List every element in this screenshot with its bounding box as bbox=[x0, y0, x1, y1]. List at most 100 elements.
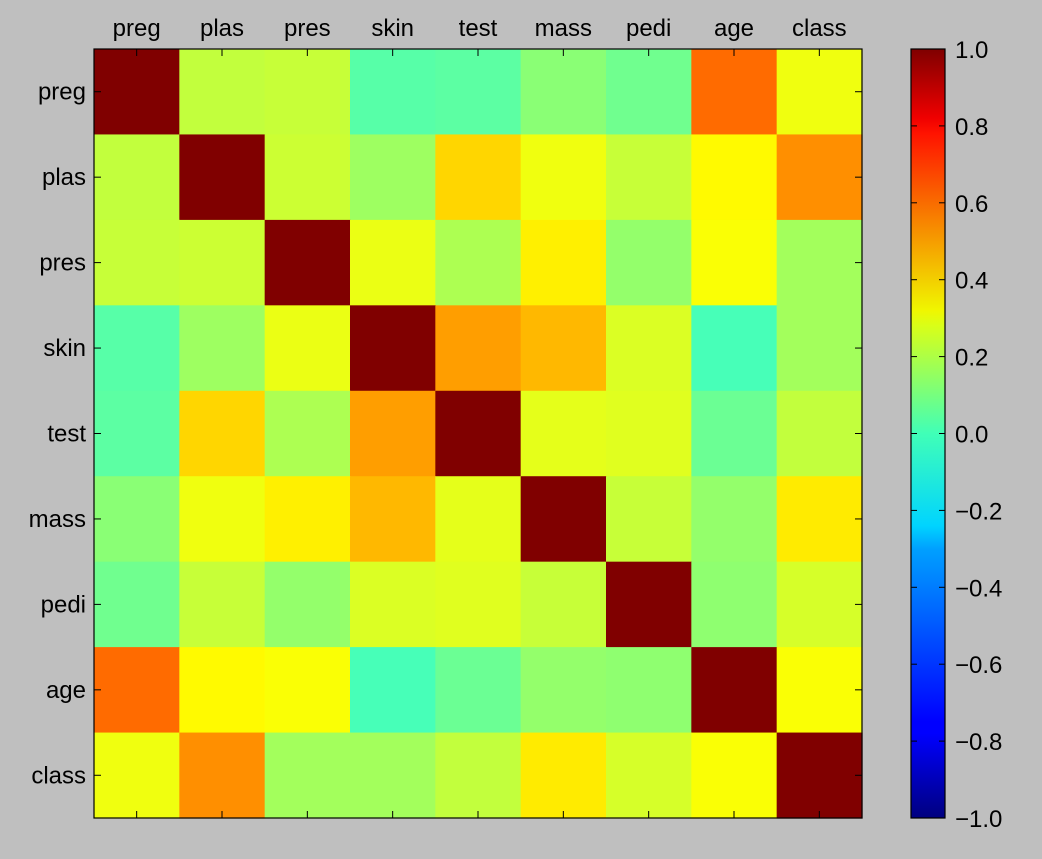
heatmap-cell-plas-skin bbox=[350, 134, 436, 221]
heatmap-cell-class-pres bbox=[264, 732, 351, 819]
colorbar-tick-label: −1.0 bbox=[955, 806, 1002, 833]
y-tick-label: preg bbox=[38, 79, 86, 106]
heatmap-cell-pedi-age bbox=[691, 561, 778, 648]
heatmap-cell-pres-pedi bbox=[606, 219, 692, 306]
heatmap-cell-skin-test bbox=[435, 305, 522, 392]
heatmap-cell-plas-mass bbox=[520, 134, 607, 221]
heatmap-cell-test-class bbox=[776, 390, 863, 477]
heatmap-cell-mass-test bbox=[435, 476, 522, 563]
colorbar-ticks bbox=[911, 48, 945, 819]
heatmap-cell-plas-plas bbox=[179, 134, 266, 221]
heatmap-cell-pedi-class bbox=[776, 561, 863, 648]
heatmap-cell-plas-class bbox=[776, 134, 863, 221]
heatmap-cell-class-plas bbox=[179, 732, 266, 819]
heatmap-cell-plas-test bbox=[435, 134, 522, 221]
heatmap-cell-test-mass bbox=[520, 390, 607, 477]
heatmap-cell-preg-mass bbox=[520, 49, 607, 136]
heatmap-cell-pres-pres bbox=[264, 219, 351, 306]
x-tick-label: preg bbox=[113, 15, 161, 42]
heatmap-cell-pres-preg bbox=[94, 219, 180, 306]
x-tick-label: mass bbox=[535, 15, 592, 42]
heatmap-cell-pedi-test bbox=[435, 561, 522, 648]
heatmap-cell-age-age bbox=[691, 647, 778, 734]
heatmap-cell-preg-pres bbox=[264, 49, 351, 136]
heatmap-cell-mass-pres bbox=[264, 476, 351, 563]
heatmap-cell-plas-age bbox=[691, 134, 778, 221]
y-tick-label: pres bbox=[39, 250, 86, 277]
x-tick-label: pres bbox=[284, 15, 331, 42]
heatmap-cell-preg-test bbox=[435, 49, 522, 136]
y-tick-label: class bbox=[31, 762, 86, 789]
x-tick-label: age bbox=[714, 15, 754, 42]
heatmap-cells bbox=[94, 49, 863, 819]
heatmap-cell-test-test bbox=[435, 390, 522, 477]
heatmap-cell-pres-age bbox=[691, 219, 778, 306]
heatmap-cell-age-pedi bbox=[606, 647, 692, 734]
heatmap-cell-mass-plas bbox=[179, 476, 266, 563]
axis-ticks bbox=[94, 49, 862, 818]
heatmap-cell-preg-pedi bbox=[606, 49, 692, 136]
heatmap-cell-skin-mass bbox=[520, 305, 607, 392]
heatmap-cell-age-preg bbox=[94, 647, 180, 734]
heatmap-cell-skin-age bbox=[691, 305, 778, 392]
heatmap-cell-age-skin bbox=[350, 647, 436, 734]
heatmap-cell-class-skin bbox=[350, 732, 436, 819]
y-axis-labels: preg plas pres skin test mass pedi age class bbox=[29, 79, 87, 790]
heatmap-cell-preg-skin bbox=[350, 49, 436, 136]
x-tick-label: plas bbox=[200, 15, 244, 42]
heatmap-cell-class-test bbox=[435, 732, 522, 819]
heatmap-cell-pres-skin bbox=[350, 219, 436, 306]
heatmap-cell-test-preg bbox=[94, 390, 180, 477]
heatmap-cell-skin-skin bbox=[350, 305, 436, 392]
heatmap-cell-skin-pres bbox=[264, 305, 351, 392]
heatmap-cell-age-test bbox=[435, 647, 522, 734]
heatmap-cell-test-skin bbox=[350, 390, 436, 477]
heatmap-cell-test-pedi bbox=[606, 390, 692, 477]
heatmap-cell-preg-age bbox=[691, 49, 778, 136]
y-tick-label: age bbox=[46, 677, 86, 704]
heatmap-cell-plas-pres bbox=[264, 134, 351, 221]
y-tick-label: skin bbox=[43, 335, 86, 362]
heatmap-cell-plas-preg bbox=[94, 134, 180, 221]
heatmap-cell-mass-age bbox=[691, 476, 778, 563]
heatmap-cell-class-mass bbox=[520, 732, 607, 819]
colorbar-tick-label: 0.4 bbox=[955, 268, 988, 295]
heatmap-cell-test-age bbox=[691, 390, 778, 477]
heatmap-cell-pres-test bbox=[435, 219, 522, 306]
x-tick-label: class bbox=[792, 15, 847, 42]
colorbar-tick-label: 0.0 bbox=[955, 422, 988, 449]
heatmap-cell-age-mass bbox=[520, 647, 607, 734]
y-tick-label: pedi bbox=[41, 591, 86, 618]
colorbar-tick-label: 0.8 bbox=[955, 114, 988, 141]
x-tick-label: test bbox=[459, 15, 498, 42]
heatmap-cell-pedi-mass bbox=[520, 561, 607, 648]
heatmap-cell-age-class bbox=[776, 647, 863, 734]
heatmap-cell-pedi-plas bbox=[179, 561, 266, 648]
heatmap-cell-class-age bbox=[691, 732, 778, 819]
heatmap-cell-skin-class bbox=[776, 305, 863, 392]
heatmap-cell-preg-preg bbox=[94, 49, 180, 136]
heatmap-cell-class-class bbox=[776, 732, 863, 819]
colorbar-tick-label: 1.0 bbox=[955, 37, 988, 64]
heatmap-cell-plas-pedi bbox=[606, 134, 692, 221]
colorbar-tick-label: −0.6 bbox=[955, 652, 1002, 679]
heatmap-cell-pedi-preg bbox=[94, 561, 180, 648]
colorbar-labels: 1.0 0.8 0.6 0.4 0.2 0.0 −0.2 −0.4 −0.6 −0.8 −1.0 bbox=[955, 37, 1002, 833]
y-tick-label: plas bbox=[42, 164, 86, 191]
heatmap-cell-test-plas bbox=[179, 390, 266, 477]
heatmap-cell-skin-plas bbox=[179, 305, 266, 392]
heatmap-cell-mass-class bbox=[776, 476, 863, 563]
heatmap-cell-age-plas bbox=[179, 647, 266, 734]
y-tick-label: mass bbox=[29, 506, 86, 533]
heatmap-cell-preg-class bbox=[776, 49, 863, 136]
colorbar-tick-label: −0.4 bbox=[955, 575, 1002, 602]
heatmap-cell-mass-skin bbox=[350, 476, 436, 563]
heatmap-cell-pres-class bbox=[776, 219, 863, 306]
heatmap-cell-mass-mass bbox=[520, 476, 607, 563]
heatmap-cell-skin-preg bbox=[94, 305, 180, 392]
y-tick-label: test bbox=[47, 421, 86, 448]
colorbar-tick-label: −0.8 bbox=[955, 729, 1002, 756]
heatmap-cell-pedi-pres bbox=[264, 561, 351, 648]
